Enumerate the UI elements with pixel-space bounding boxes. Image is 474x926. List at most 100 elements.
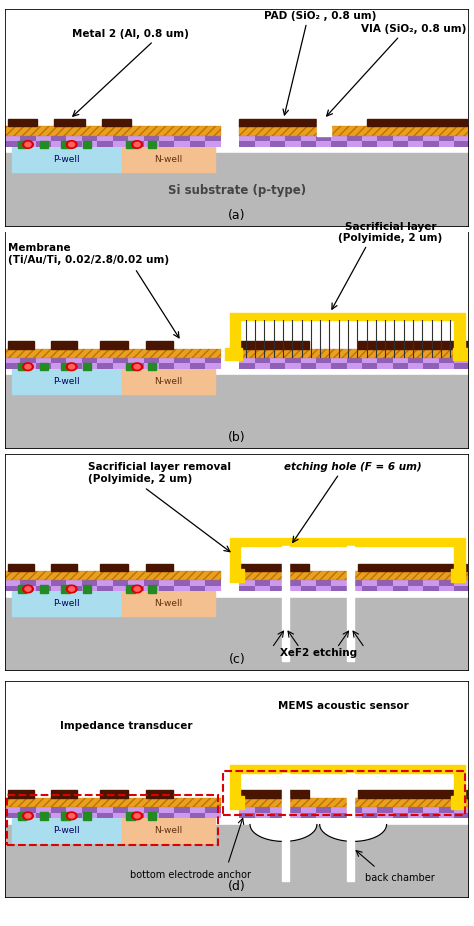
Bar: [454, 363, 469, 369]
Bar: [270, 585, 285, 591]
Bar: [205, 807, 221, 812]
Bar: [239, 807, 255, 812]
Bar: [190, 363, 205, 369]
Bar: [438, 581, 454, 585]
Bar: [66, 812, 82, 818]
Text: (d): (d): [228, 880, 246, 893]
Bar: [82, 807, 97, 812]
Bar: [270, 581, 285, 585]
Bar: [392, 807, 408, 812]
Bar: [377, 581, 392, 585]
Bar: [66, 585, 82, 591]
Text: Sacrificial layer removal
(Polyimide, 2 um): Sacrificial layer removal (Polyimide, 2 …: [88, 462, 231, 484]
Bar: [270, 585, 285, 591]
Bar: [205, 358, 221, 363]
Bar: [82, 136, 97, 141]
Bar: [20, 141, 36, 146]
Text: etching hole (F = 6 um): etching hole (F = 6 um): [284, 462, 422, 472]
Text: (c): (c): [228, 653, 246, 666]
Bar: [82, 812, 97, 818]
Bar: [392, 581, 408, 585]
Bar: [408, 812, 423, 818]
Bar: [346, 363, 362, 369]
Bar: [347, 545, 354, 661]
Bar: [66, 358, 82, 363]
Bar: [451, 569, 465, 582]
Bar: [20, 807, 36, 812]
Bar: [423, 358, 438, 363]
Bar: [54, 119, 85, 127]
Polygon shape: [250, 824, 317, 842]
Bar: [128, 136, 144, 141]
Bar: [423, 581, 438, 585]
Bar: [423, 581, 438, 585]
Bar: [97, 807, 113, 812]
Circle shape: [69, 143, 74, 146]
Bar: [392, 136, 408, 141]
Bar: [317, 140, 324, 146]
Circle shape: [23, 812, 33, 820]
Bar: [362, 807, 377, 812]
Circle shape: [134, 365, 140, 369]
Bar: [301, 581, 316, 585]
Bar: [36, 363, 51, 369]
Bar: [331, 812, 346, 818]
Bar: [301, 807, 316, 812]
Bar: [255, 585, 270, 591]
Bar: [205, 812, 221, 818]
Bar: [454, 136, 469, 141]
Bar: [346, 358, 362, 363]
Bar: [239, 127, 469, 136]
Bar: [100, 564, 128, 571]
Bar: [316, 358, 331, 363]
Bar: [36, 141, 51, 146]
Bar: [18, 141, 26, 148]
Bar: [5, 153, 469, 227]
Bar: [62, 812, 70, 820]
Bar: [423, 136, 438, 141]
Text: (a): (a): [228, 208, 246, 221]
Bar: [331, 812, 346, 818]
Bar: [423, 136, 438, 141]
Bar: [122, 818, 215, 843]
Bar: [148, 363, 156, 370]
Bar: [97, 358, 113, 363]
Bar: [285, 363, 301, 369]
Circle shape: [25, 814, 31, 818]
Bar: [454, 136, 469, 141]
Bar: [331, 141, 346, 146]
Bar: [36, 136, 51, 141]
Polygon shape: [319, 824, 387, 842]
Bar: [392, 585, 408, 591]
Bar: [438, 358, 454, 363]
Circle shape: [132, 363, 143, 370]
Bar: [438, 136, 454, 141]
Bar: [159, 585, 174, 591]
Bar: [5, 585, 20, 591]
Text: bottom electrode anchor: bottom electrode anchor: [130, 870, 251, 880]
Bar: [5, 141, 20, 146]
Bar: [51, 585, 66, 591]
Bar: [255, 358, 270, 363]
Bar: [83, 585, 91, 593]
Bar: [285, 358, 301, 363]
Bar: [317, 119, 324, 126]
Bar: [377, 585, 392, 591]
Bar: [270, 807, 285, 812]
Bar: [113, 585, 128, 591]
Bar: [51, 358, 66, 363]
Bar: [5, 812, 20, 818]
Text: N-well: N-well: [154, 826, 182, 835]
Bar: [377, 136, 392, 141]
Bar: [377, 807, 392, 812]
Bar: [454, 581, 469, 585]
Bar: [18, 585, 26, 593]
Bar: [346, 812, 362, 818]
Bar: [82, 358, 97, 363]
Bar: [66, 141, 82, 146]
Bar: [331, 136, 346, 141]
Bar: [62, 363, 70, 370]
Bar: [122, 146, 215, 171]
Bar: [36, 585, 51, 591]
Bar: [346, 141, 362, 146]
